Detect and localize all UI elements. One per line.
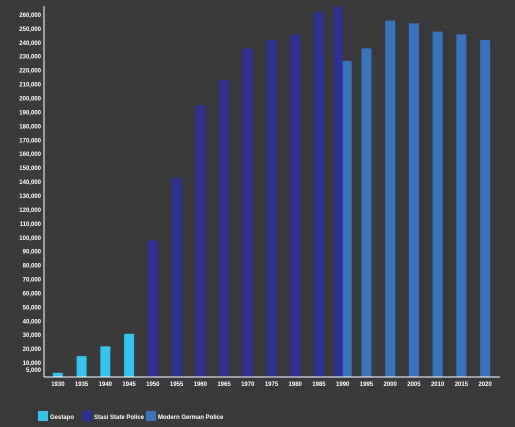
bar-modern-german-police-2010 — [432, 31, 443, 377]
y-tick-label: 150,000 — [19, 166, 41, 172]
bar-gestapo-1945 — [124, 333, 135, 377]
y-tick-label: 60,000 — [23, 291, 42, 297]
y-tick-label: 90,000 — [23, 250, 42, 256]
y-tick-label: 160,000 — [19, 152, 41, 158]
y-tick-label: 130,000 — [19, 194, 41, 200]
y-tick-label: 210,000 — [19, 83, 41, 89]
y-tick-label: 110,000 — [20, 222, 42, 228]
y-tick-label: 40,000 — [23, 319, 42, 325]
bar-stasi-state-police-1970 — [242, 48, 253, 377]
y-tick-label: 250,000 — [19, 27, 41, 33]
bar-stasi-state-police-1980 — [290, 34, 301, 378]
bar-stasi-state-police-1960 — [195, 105, 206, 377]
y-tick-label: 170,000 — [19, 138, 41, 144]
x-tick-label: 1940 — [99, 382, 113, 388]
x-tick-label: 2020 — [478, 382, 492, 388]
legend-label: Stasi State Police — [94, 415, 145, 421]
x-axis-ticks: 1930 1935 1940 1945 1950 1955 1960 1965 1970 1975… — [51, 382, 492, 388]
x-tick-label: 1970 — [241, 382, 255, 388]
y-tick-label: 30,000 — [23, 333, 42, 339]
x-tick-label: 2010 — [431, 382, 445, 388]
x-tick-label: 1975 — [265, 382, 279, 388]
x-tick-label: 1945 — [122, 382, 136, 388]
bar-modern-german-police-1990 — [342, 60, 352, 377]
y-tick-label: 5,000 — [26, 368, 42, 374]
x-tick-label: 1935 — [75, 382, 89, 388]
x-tick-label: 1990 — [336, 382, 350, 388]
y-tick-label: 140,000 — [19, 180, 41, 186]
legend-label: Gestapo — [50, 415, 74, 421]
y-tick-label: 260,000 — [19, 13, 41, 19]
bar-gestapo-1935 — [76, 356, 87, 377]
x-tick-label: 1930 — [51, 382, 65, 388]
axes — [43, 6, 500, 378]
x-tick-label: 1955 — [170, 382, 184, 388]
bar-stasi-state-police-1955 — [171, 177, 182, 377]
x-tick-label: 1980 — [289, 382, 303, 388]
legend-swatch — [146, 411, 156, 421]
bar-gestapo-1940 — [100, 346, 111, 377]
y-tick-label: 220,000 — [19, 69, 41, 75]
y-tick-label: 230,000 — [19, 55, 41, 61]
bar-modern-german-police-2015 — [456, 34, 467, 378]
y-tick-label: 20,000 — [23, 347, 42, 353]
x-tick-label: 2000 — [384, 382, 398, 388]
y-tick-label: 240,000 — [19, 41, 41, 47]
legend-label: Modern German Police — [158, 415, 224, 421]
y-tick-label: 120,000 — [19, 208, 41, 214]
y-tick-label: 100,000 — [19, 236, 41, 242]
y-tick-label: 10,000 — [23, 361, 42, 367]
legend: Gestapo Stasi State Police Modern German P… — [38, 411, 224, 421]
x-tick-label: 1985 — [312, 382, 326, 388]
y-tick-label: 180,000 — [19, 124, 41, 130]
bar-stasi-state-police-1965 — [219, 80, 230, 377]
bar-modern-german-police-2005 — [408, 23, 419, 377]
bar-modern-german-police-1995 — [361, 48, 372, 377]
y-tick-label: 80,000 — [23, 264, 42, 270]
x-tick-label: 1965 — [217, 382, 231, 388]
x-tick-label: 1960 — [194, 382, 208, 388]
x-tick-label: 1995 — [360, 382, 374, 388]
y-tick-label: 200,000 — [19, 97, 41, 103]
x-tick-label: 1950 — [146, 382, 160, 388]
bars — [52, 6, 491, 378]
x-tick-label: 2005 — [407, 382, 421, 388]
bar-stasi-state-police-1990 — [333, 6, 343, 378]
bar-stasi-state-police-1985 — [313, 12, 324, 378]
legend-swatch — [38, 411, 48, 421]
bar-gestapo-1930 — [52, 372, 63, 377]
y-tick-label: 190,000 — [19, 110, 41, 116]
bar-stasi-state-police-1950 — [147, 240, 158, 377]
bar-modern-german-police-2000 — [385, 20, 396, 378]
x-tick-label: 2015 — [455, 382, 469, 388]
bar-stasi-state-police-1975 — [266, 40, 277, 377]
y-tick-label: 50,000 — [23, 305, 42, 311]
y-tick-label: 70,000 — [23, 278, 42, 284]
legend-swatch — [82, 411, 92, 421]
bar-modern-german-police-2020 — [480, 40, 491, 377]
